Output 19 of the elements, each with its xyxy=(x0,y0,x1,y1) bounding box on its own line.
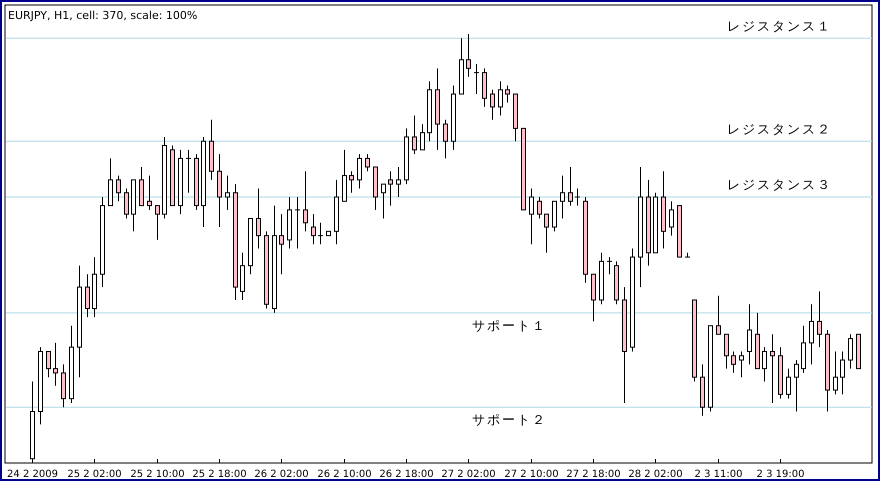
x-tick-label: 28 2 02:00 xyxy=(628,469,683,480)
x-tick-label: 26 2 10:00 xyxy=(317,469,372,480)
x-tick-label: 27 2 18:00 xyxy=(566,469,621,480)
x-tick-label: 24 2 2009 xyxy=(7,469,58,480)
ref-line-label: レジスタンス１ xyxy=(727,19,832,34)
x-tick-label: 2 3 11:00 xyxy=(694,469,742,480)
x-tick-label: 2 3 19:00 xyxy=(756,469,804,480)
title: EURJPY, H1, cell: 370, scale: 100% xyxy=(8,9,198,22)
x-tick-label: 26 2 18:00 xyxy=(379,469,434,480)
ref-line-label: レジスタンス３ xyxy=(727,178,832,194)
ref-line-label: サポート１ xyxy=(472,318,547,334)
x-tick-label: 25 2 18:00 xyxy=(192,469,247,480)
ref-line-label: レジスタンス２ xyxy=(727,122,832,138)
x-tick-label: 26 2 02:00 xyxy=(254,469,309,480)
x-tick-label: 27 2 10:00 xyxy=(504,469,559,480)
x-tick-label: 27 2 02:00 xyxy=(441,469,496,480)
x-tick-label: 25 2 10:00 xyxy=(130,469,185,480)
ref-line-label: サポート２ xyxy=(472,413,547,428)
x-tick-label: 25 2 02:00 xyxy=(67,469,122,480)
